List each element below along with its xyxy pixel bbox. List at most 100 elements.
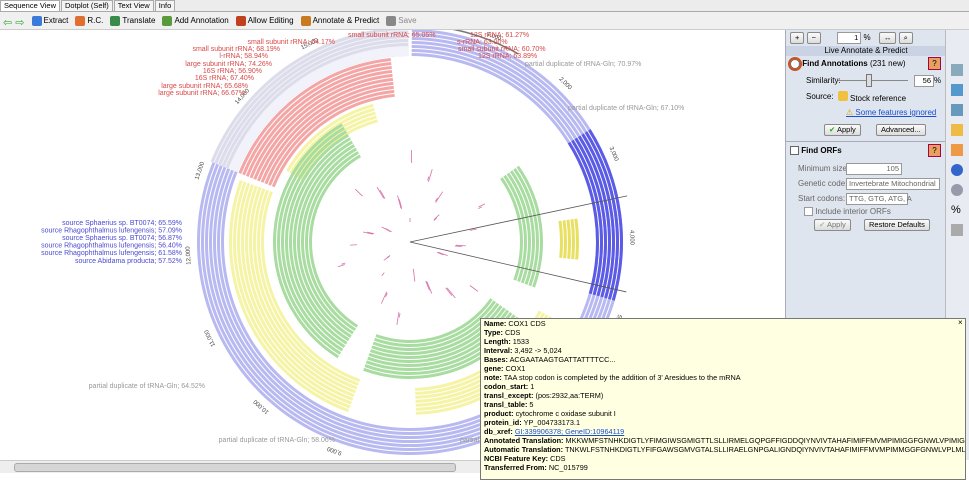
icon[interactable] [951, 224, 963, 236]
help[interactable]: ? [928, 57, 941, 70]
tooltip-row: codon_start: 1 [481, 382, 965, 391]
zoom-in[interactable]: + [790, 32, 804, 44]
toolbar-button[interactable]: Add Annotation [162, 12, 228, 29]
feature-label: source Sphaerius sp. BT0074; 65.59% [62, 220, 182, 227]
field-key: transl_except: [484, 391, 533, 400]
icon [32, 16, 42, 26]
cds-track [570, 219, 575, 259]
feature-label: small subunit rRNA; 60.70% [458, 46, 546, 53]
cds-track [566, 220, 571, 259]
field-value: COX1 CDS [508, 319, 545, 328]
field-key: gene: [484, 364, 503, 373]
tab[interactable]: Sequence View [0, 0, 60, 11]
min-size-input[interactable]: 105 [846, 163, 902, 175]
orf-mark [447, 288, 455, 298]
feature-label: 16S rRNA; 67.40% [195, 75, 254, 82]
icon[interactable] [951, 64, 963, 76]
feature-label: small subunit rRNA; 64.17% [247, 39, 335, 46]
feature-label: large subunit rRNA; 65.68% [161, 83, 248, 90]
toolbar-label: Allow Editing [248, 16, 294, 25]
icon[interactable] [951, 164, 963, 176]
nav-buttons: ⇦ ⇨ [3, 14, 25, 31]
field-value: NC_015799 [549, 463, 588, 472]
tooltip-row: NCBI Feature Key: CDS [481, 454, 965, 463]
icon [301, 16, 311, 26]
scrollbar[interactable] [0, 460, 480, 473]
toolbar-label: Save [398, 16, 416, 25]
field-key: Name: [484, 319, 506, 328]
feature-label: large subunit rRNA; 66.67% [158, 90, 245, 97]
zoom-input[interactable]: 1 [837, 32, 861, 44]
tooltip-row: gene: COX1 [481, 364, 965, 373]
orf-mark [380, 190, 385, 199]
icon[interactable] [951, 104, 963, 116]
genetic-code-select[interactable]: Invertebrate Mitochondrial [846, 178, 940, 190]
cds-track [563, 220, 567, 258]
toolbar-button[interactable]: Translate [110, 12, 155, 29]
advanced-button[interactable]: Advanced... [876, 124, 926, 136]
icon[interactable] [951, 144, 963, 156]
feature-label: partial duplicate of tRNA-Gln; 64.52% [89, 383, 205, 390]
orf-mark [342, 263, 346, 264]
field-value[interactable]: GI:339906378; GeneID:10964119 [515, 427, 624, 436]
fit[interactable]: ↔ [879, 32, 897, 44]
panel-title: Live Annotate & Predict [786, 46, 946, 56]
find-annotations[interactable]: Find Annotations (231 new) [790, 59, 906, 69]
field-value: ACGAATAAGTGATTATTTTCC... [510, 355, 616, 364]
icon[interactable] [951, 124, 963, 136]
source-label: Source: [806, 92, 834, 101]
source-value: Stock reference [838, 91, 906, 103]
orf-mark [386, 228, 392, 231]
help[interactable]: ? [928, 144, 941, 157]
apply-button[interactable]: ✔ Apply [824, 124, 861, 136]
tooltip-row: Transferred From: NC_015799 [481, 463, 965, 472]
slider-thumb[interactable] [866, 74, 872, 87]
tick-label: 9,000 [326, 445, 343, 456]
icon[interactable] [951, 184, 963, 196]
icon [110, 16, 120, 26]
orf-mark [434, 215, 439, 220]
tab[interactable]: Info [155, 0, 176, 11]
zoom-unit: % [863, 33, 870, 42]
similarity-slider[interactable] [838, 80, 908, 81]
start-codons-label: Start codons: [798, 194, 845, 203]
similarity-label: Similarity: [806, 76, 841, 85]
cds-track [559, 221, 563, 258]
tooltip-row: product: cytochrome c oxidase subunit I [481, 409, 965, 418]
toolbar-label: Extract [44, 16, 69, 25]
cds-track [574, 218, 579, 259]
toolbar-button[interactable]: Annotate & Predict [301, 12, 380, 29]
feature-label: l-rRNA; 58.94% [219, 53, 268, 60]
field-key: product: [484, 409, 514, 418]
tooltip-close[interactable]: × [958, 318, 963, 327]
warning-link[interactable]: ⚠ Some features ignored [846, 108, 936, 117]
scroll-thumb[interactable] [14, 463, 456, 472]
zoom-out[interactable]: − [807, 32, 821, 44]
similarity-input[interactable]: 56 [914, 75, 934, 87]
field-key: Interval: [484, 346, 512, 355]
apply-orfs-button[interactable]: ✔ Apply [814, 219, 851, 231]
toolbar-button[interactable]: Save [386, 12, 416, 29]
field-value: CDS [505, 328, 520, 337]
restore-button[interactable]: Restore Defaults [864, 219, 930, 231]
tab[interactable]: Dotplot (Self) [61, 0, 113, 11]
icon[interactable]: % [951, 204, 963, 216]
find-orfs[interactable]: Find ORFs [790, 146, 842, 155]
orf-mark [377, 187, 384, 198]
toolbar-button[interactable]: Allow Editing [236, 12, 294, 29]
feature-label: partial [460, 437, 480, 444]
toolbar-button[interactable]: Extract [32, 12, 69, 29]
field-value: 5 [529, 400, 533, 409]
feature-label: large subunit rRNA; 74.26% [185, 61, 272, 68]
interior-orfs[interactable]: Include interior ORFs [804, 207, 891, 216]
field-key: Annotated Translation: [484, 436, 563, 445]
orf-mark [428, 169, 432, 181]
zoom-tool[interactable]: ⌕ [899, 32, 913, 44]
toolbar-label: Annotate & Predict [313, 16, 380, 25]
tab[interactable]: Text View [114, 0, 154, 11]
field-key: Bases: [484, 355, 508, 364]
toolbar-button[interactable]: R.C. [75, 12, 103, 29]
start-codons-input[interactable]: TTG, GTG, ATG, A [846, 193, 908, 205]
icon[interactable] [951, 84, 963, 96]
new-count: (231 new) [870, 59, 906, 68]
